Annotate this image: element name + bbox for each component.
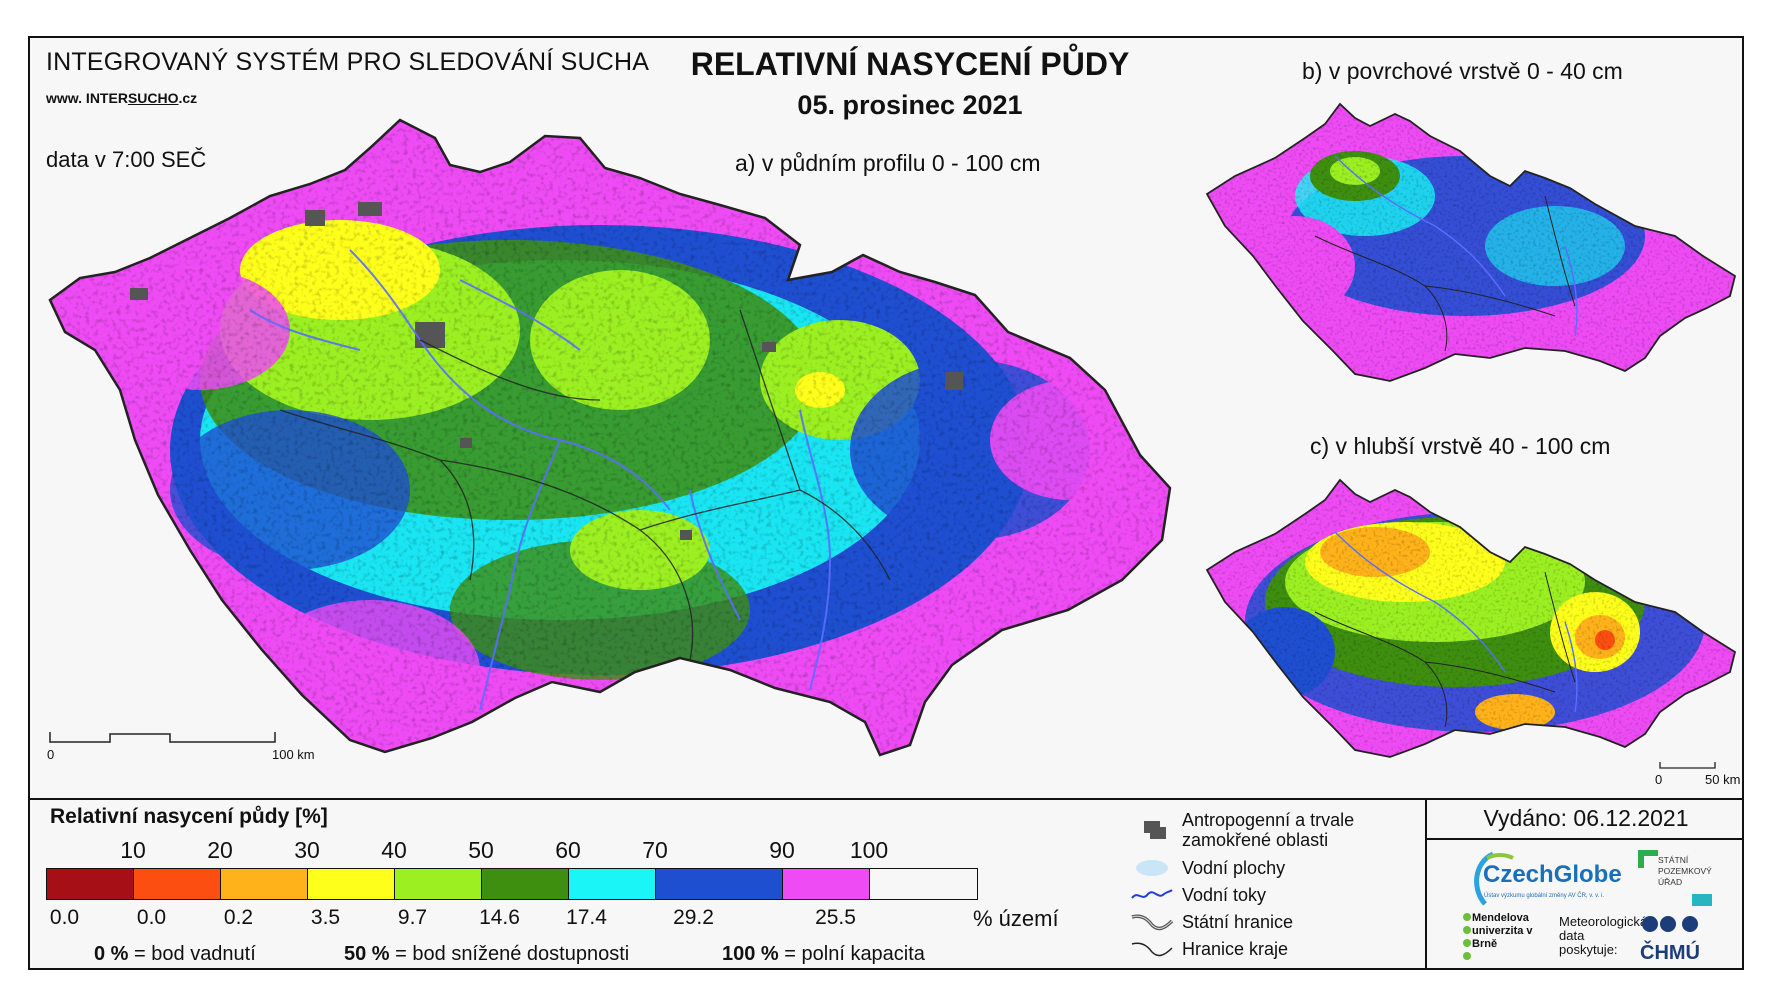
river-icon [1131, 889, 1173, 899]
website-suffix: .cz [178, 90, 198, 106]
spu-logo [1638, 850, 1712, 906]
legend-area-value: 0.0 [136, 906, 167, 929]
legend-boundary-label: 70 [642, 837, 668, 863]
legend-swatch [134, 869, 221, 899]
website-link[interactable]: www. INTERSUCHO.cz [46, 90, 197, 106]
symbol-region-border: Hranice kraje [1130, 936, 1288, 962]
water-body-icon [1136, 860, 1168, 876]
symbol-urban: Antropogenní a trvale zamokřené oblasti [1130, 810, 1397, 850]
system-name: INTEGROVANÝ SYSTÉM PRO SLEDOVÁNÍ SUCHA [46, 48, 650, 76]
data-time: data v 7:00 SEČ [46, 147, 207, 172]
issued-divider [1427, 838, 1744, 840]
symbol-water-bodies: Vodní plochy [1130, 855, 1285, 881]
region-border-icon [1131, 942, 1173, 957]
legend-swatch [308, 869, 395, 899]
legend-boundary-label: 30 [294, 837, 320, 863]
chmu-logo-icon [1642, 916, 1698, 932]
legend-area-value: 29.2 [673, 906, 714, 929]
legend-boundary-label: 50 [468, 837, 494, 863]
legend-boundary-label: 40 [381, 837, 407, 863]
chmu-name: ČHMÚ [1640, 942, 1700, 964]
legend-area-value: 25.5 [815, 906, 856, 929]
symbol-rivers: Vodní toky [1130, 882, 1266, 908]
note-reduced: 50 % = bod snížené dostupnosti [344, 943, 630, 965]
legend-swatch [569, 869, 656, 899]
main-map-caption: a) v půdním profilu 0 - 100 cm [735, 150, 1041, 176]
legend-area-value: 14.6 [479, 906, 520, 929]
surface-soil-map [1205, 102, 1737, 382]
meteo-label: Meteorologická data poskytuje: [1559, 914, 1648, 957]
state-border-icon [1131, 914, 1174, 931]
deep-scale-start: 0 [1655, 772, 1663, 787]
main-scale-end: 100 km [272, 747, 315, 762]
legend-swatch [656, 869, 783, 899]
map-title: RELATIVNÍ NASYCENÍ PŮDY [690, 46, 1130, 82]
footer-divider [1425, 800, 1427, 970]
urban-area-icon [1144, 821, 1166, 839]
legend-swatch [47, 869, 134, 899]
main-soil-map [48, 118, 1172, 757]
main-scale-start: 0 [47, 747, 55, 762]
legend-area-value: 0.0 [49, 906, 80, 929]
symbol-state-border: Státní hranice [1130, 909, 1293, 935]
legend-swatch [395, 869, 482, 899]
legend-area-value: 9.7 [397, 906, 428, 929]
legend-boundary-label: 20 [207, 837, 233, 863]
mendel-name: Mendelova univerzita v Brně [1472, 912, 1533, 950]
legend-title: Relativní nasycení půdy [%] [50, 805, 328, 828]
area-unit: % území [973, 906, 1059, 931]
surface-map-caption: b) v povrchové vrstvě 0 - 40 cm [1302, 58, 1623, 84]
deep-map-caption: c) v hlubší vrstvě 40 - 100 cm [1310, 433, 1611, 459]
legend-boundary-label: 10 [120, 837, 146, 863]
legend-divider [28, 798, 1744, 800]
legend-swatch [482, 869, 569, 899]
deep-scale-bar [1659, 762, 1716, 769]
legend-swatch [783, 869, 870, 899]
note-capacity: 100 % = polní kapacita [722, 943, 925, 965]
legend-area-value: 0.2 [223, 906, 254, 929]
deep-scale-end: 50 km [1705, 772, 1741, 787]
legend-boundary-label: 90 [769, 837, 795, 863]
deep-soil-map [1205, 478, 1737, 769]
legend-boundary-label: 60 [555, 837, 581, 863]
website-prefix: www. INTER [46, 90, 128, 106]
spu-name: STÁTNÍ POZEMKOVÝ ÚŘAD [1658, 855, 1712, 887]
legend-area-value: 3.5 [310, 906, 341, 929]
legend-swatch [221, 869, 308, 899]
mendel-dots-icon [1463, 913, 1471, 960]
legend-color-bar [46, 868, 978, 900]
czechglobe-subtitle: Ústav výzkumu globální změny AV ČR, v. v… [1484, 893, 1605, 899]
czechglobe-name: CzechGlobe [1483, 861, 1622, 888]
main-scale-bar [49, 732, 276, 743]
czechglobe-logo [1474, 851, 1514, 906]
issued-date: Vydáno: 06.12.2021 [1483, 805, 1689, 831]
map-date: 05. prosinec 2021 [797, 90, 1023, 120]
note-wilting: 0 % = bod vadnutí [94, 943, 256, 965]
website-underlined: SUCHO [127, 90, 179, 106]
legend-area-value: 17.4 [566, 906, 607, 929]
legend-boundary-label: 100 [849, 837, 889, 863]
